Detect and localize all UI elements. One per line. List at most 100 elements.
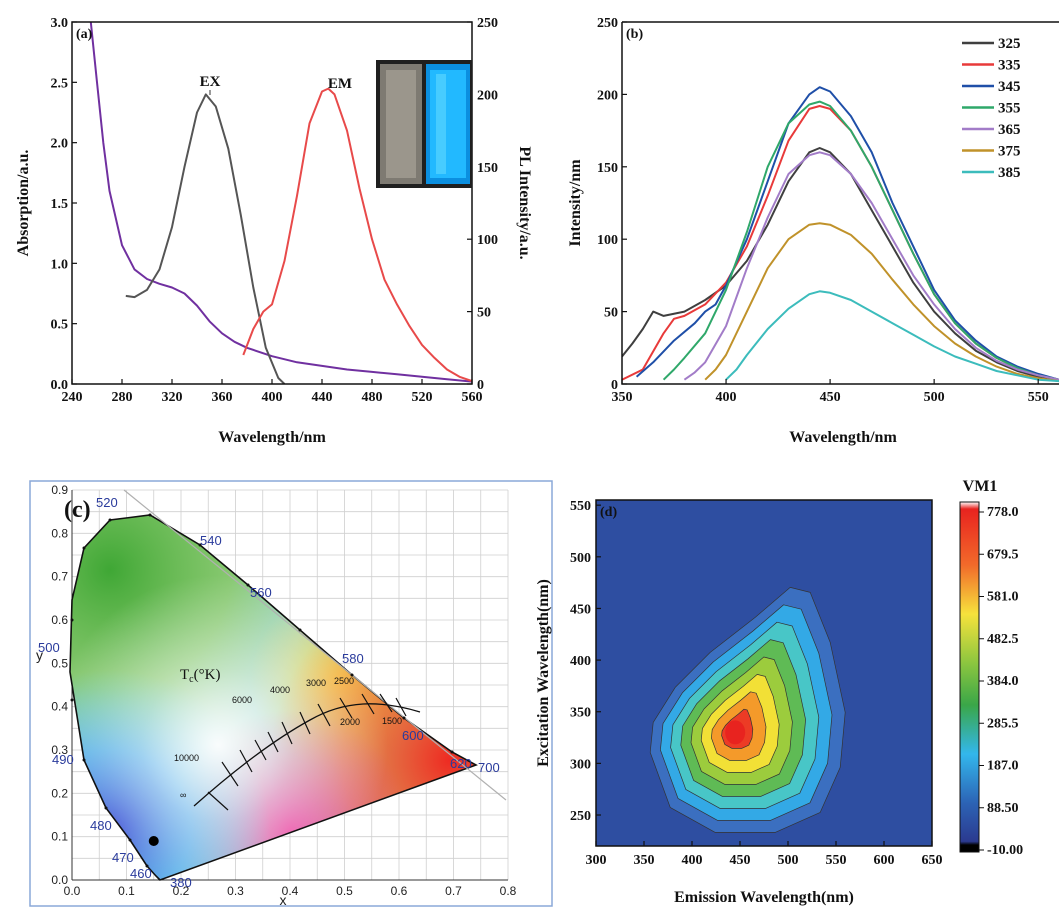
panel-a-y-tick-label: 2.5 <box>51 76 69 91</box>
panel-d-y-tick-label: 450 <box>570 602 591 617</box>
isotherm-tick <box>221 761 239 787</box>
panel-d-y-tick-label: 300 <box>570 757 591 772</box>
legend-label-375: 375 <box>998 144 1021 160</box>
panel-d-x-tick-label: 450 <box>730 853 751 868</box>
isotherm-tick <box>239 749 253 773</box>
heatmap-peak <box>725 720 746 745</box>
colorbar <box>959 501 980 853</box>
colorbar-tick-label: 581.0 <box>987 590 1019 605</box>
panel-c-y-tick-label: 0.1 <box>51 830 68 844</box>
panel-b-y-tick-label: 200 <box>597 88 618 103</box>
panel-d-y-tick-label: 550 <box>570 499 591 514</box>
panel-b-legend: 325 335 345 355 365 375 385 <box>962 36 1021 181</box>
panel-a-x-tick-label: 240 <box>62 390 83 405</box>
annotation-ex: EX <box>200 74 221 90</box>
panel-a-x-tick-label: 480 <box>362 390 383 405</box>
panel-b-y-tick-label: 250 <box>597 16 618 31</box>
panel-a-y2-tick-label: 50 <box>477 306 491 321</box>
panel-b-series-line-345 <box>635 86 1059 381</box>
panel-b-series-line-365 <box>683 151 1059 381</box>
legend-label-345: 345 <box>998 79 1021 95</box>
panel-a-x-tick-label: 560 <box>462 390 483 405</box>
panel-c-y-tick-label: 0.2 <box>51 786 68 800</box>
panel-c-y-tick-label: 0.6 <box>51 613 68 627</box>
panel-a-y-tick-label: 0.0 <box>51 378 69 393</box>
panel-d-y-axis-label: Excitation Wavelength(nm) <box>535 579 552 767</box>
panel-c-label: (c) <box>64 497 91 523</box>
panel-c-y-tick-label: 0.4 <box>51 700 68 714</box>
panel-a-y-tick-label: 3.0 <box>51 16 69 31</box>
panel-a: 240 280 320 360 400 440 480 520 560 0.0 0.5 1.0 1.5 2… <box>15 16 533 446</box>
panel-b-x-tick-label: 350 <box>612 390 633 405</box>
panel-b-y-tick-label: 50 <box>604 306 618 321</box>
colorbar-tick-label: 679.5 <box>987 547 1019 562</box>
isotherm-tick <box>207 791 229 811</box>
panel-a-series-line-0 <box>89 22 472 383</box>
locus-tick <box>104 806 108 810</box>
panel-b-y-tick-label: 150 <box>597 161 618 176</box>
panel-c-y-tick-label: 0.5 <box>51 656 68 670</box>
wavelength-label-620: 620 <box>450 756 472 771</box>
locus-tick <box>298 628 302 632</box>
panel-b: 350 400 450 500 550 0 50 100 150 200 250 (b) Inten… <box>567 16 1059 446</box>
colorbar-tick-label: 482.5 <box>987 632 1019 647</box>
panel-c-y-tick-label: 0.9 <box>51 483 68 497</box>
colorbar-tick-label: 285.5 <box>987 716 1019 731</box>
wavelength-label-600: 600 <box>402 728 424 743</box>
panel-b-x-tick-label: 400 <box>716 390 737 405</box>
colorbar-tick-label: 384.0 <box>987 674 1019 689</box>
panel-c: 0.0 0.1 0.2 0.3 0.4 0.5 0.6 0.7 0.8 0.0 0.1 0.2 0.3 0… <box>29 480 553 908</box>
isotherm-tick <box>395 697 407 717</box>
panel-c-y-axis-label: y <box>36 647 43 663</box>
planckian-label: Tc(°K) <box>180 667 220 685</box>
locus-tick <box>82 758 86 762</box>
legend-label-335: 335 <box>998 58 1021 74</box>
cie-point-0 <box>148 836 159 846</box>
panel-a-series-line-1 <box>125 93 286 384</box>
panel-a-x-tick-label: 520 <box>412 390 433 405</box>
panel-a-x-axis-label: Wavelength/nm <box>218 429 326 446</box>
panel-a-y2-axis-label: PL Intensity/a.u. <box>516 146 533 259</box>
locus-tick <box>70 618 74 622</box>
cct-label: 4000 <box>270 685 290 695</box>
panel-b-x-tick-label: 550 <box>1028 390 1049 405</box>
panel-a-y2-tick-label: 200 <box>477 88 498 103</box>
locus-tick <box>82 546 86 550</box>
wavelength-label-580: 580 <box>342 651 364 666</box>
legend-label-355: 355 <box>998 101 1021 117</box>
panel-a-y-tick-label: 0.5 <box>51 318 69 333</box>
isotherm-tick <box>267 731 279 753</box>
wavelength-label-700: 700 <box>478 760 500 775</box>
panel-b-x-tick-label: 500 <box>924 390 945 405</box>
panel-b-series-line-355 <box>662 100 1059 381</box>
isotherm-tick <box>379 693 393 713</box>
panel-a-y2-tick-label: 0 <box>477 378 484 393</box>
panel-b-series-line-325 <box>622 147 1059 381</box>
wavelength-label-470: 470 <box>112 850 134 865</box>
legend-label-325: 325 <box>998 36 1021 52</box>
wavelength-label-520: 520 <box>96 495 118 510</box>
panel-c-y-tick-label: 0.8 <box>51 526 68 540</box>
cct-label: 2000 <box>340 717 360 727</box>
colorbar-tick-label: 187.0 <box>987 759 1019 774</box>
panel-c-x-tick-label: 0.1 <box>118 884 135 898</box>
wavelength-label-380: 380 <box>170 875 192 890</box>
panel-a-y-tick-label: 1.0 <box>51 257 69 272</box>
locus-tick <box>450 750 454 754</box>
locus-tick <box>198 543 202 547</box>
panel-c-y-tick-label: 0.3 <box>51 743 68 757</box>
panel-d-y-tick-label: 350 <box>570 706 591 721</box>
panel-c-y-tick-label: 0.0 <box>51 873 68 887</box>
panel-b-x-axis-label: Wavelength/nm <box>789 429 897 446</box>
colorbar-title: VM1 <box>963 478 998 495</box>
isotherm-tick <box>299 711 311 735</box>
locus-tick <box>148 513 152 517</box>
annotation-em: EM <box>328 76 352 92</box>
panel-d-x-tick-label: 550 <box>826 853 847 868</box>
panel-d-x-tick-label: 350 <box>634 853 655 868</box>
panel-a-series-line-2 <box>242 87 472 383</box>
panel-d-frame <box>595 499 933 847</box>
cuvette-photo <box>376 60 472 188</box>
panel-b-series-line-385 <box>725 290 1059 383</box>
